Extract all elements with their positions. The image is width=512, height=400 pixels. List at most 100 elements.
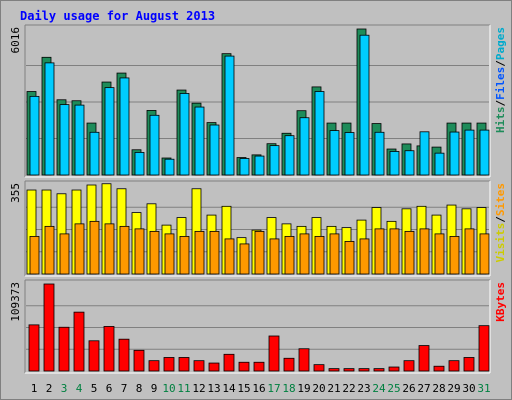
bar-kbytes: [313, 364, 325, 372]
bar-sites: [119, 225, 130, 275]
x-tick-label: 26: [402, 382, 415, 395]
bar-kbytes: [133, 349, 145, 372]
x-tick-label: 10: [162, 382, 175, 395]
bar-files: [419, 131, 430, 176]
x-tick-label: 8: [136, 382, 143, 395]
bar-kbytes: [103, 326, 115, 372]
legend-entry: /: [494, 60, 507, 67]
x-tick-label: 29: [447, 382, 460, 395]
x-tick-label: 16: [252, 382, 265, 395]
y-max-label: 355: [9, 183, 22, 203]
panel-legend: Hits/Files/Pages: [494, 27, 507, 133]
bar-kbytes: [88, 340, 100, 372]
bar-sites: [224, 238, 235, 275]
bar-kbytes: [373, 368, 385, 372]
legend-entry: Pages: [494, 27, 507, 60]
bar-files: [344, 132, 355, 176]
x-tick-label: 30: [462, 382, 475, 395]
bar-sites: [344, 241, 355, 275]
bar-sites: [239, 243, 250, 275]
x-tick-label: 4: [76, 382, 83, 395]
x-tick-label: 21: [327, 382, 340, 395]
panel-legend: KBytes: [494, 282, 507, 322]
bar-files: [374, 131, 385, 176]
bar-sites: [359, 238, 370, 275]
legend-entry: Hits: [494, 107, 507, 134]
bar-kbytes: [328, 368, 340, 372]
chart-title: Daily usage for August 2013: [20, 9, 215, 23]
x-tick-label: 13: [207, 382, 220, 395]
bar-sites: [464, 228, 475, 275]
legend-entry: Visits: [494, 223, 507, 263]
bar-files: [404, 150, 415, 176]
bar-kbytes: [358, 368, 370, 372]
bar-files: [329, 130, 340, 176]
bar-kbytes: [253, 361, 265, 372]
x-tick-label: 9: [151, 382, 158, 395]
x-tick-label: 24: [372, 382, 386, 395]
bar-files: [299, 117, 310, 176]
chart-panel-2: 355 Visits/Sites: [9, 180, 507, 277]
x-tick-label: 20: [312, 382, 325, 395]
bar-files: [119, 77, 130, 176]
x-tick-label: 12: [192, 382, 205, 395]
x-tick-label: 27: [417, 382, 430, 395]
bar-sites: [209, 230, 220, 275]
bar-kbytes: [193, 360, 205, 372]
bar-kbytes: [283, 357, 295, 372]
legend-entry: /: [494, 216, 507, 223]
bar-sites: [389, 228, 400, 275]
bar-kbytes: [298, 348, 310, 372]
legend-entry: KBytes: [494, 282, 507, 322]
bar-sites: [374, 228, 385, 275]
bar-files: [254, 155, 265, 176]
y-max-label: 109373: [9, 282, 22, 322]
chart-panel-3: 109373 KBytes: [9, 279, 507, 374]
bar-kbytes: [238, 361, 250, 372]
bar-sites: [299, 233, 310, 275]
bar-sites: [419, 228, 430, 275]
bar-sites: [149, 230, 160, 275]
panel-background: [25, 280, 490, 373]
x-tick-label: 1: [31, 382, 38, 395]
bar-files: [194, 106, 205, 176]
x-tick-label: 19: [297, 382, 310, 395]
bar-sites: [404, 230, 415, 275]
bar-kbytes: [163, 357, 175, 372]
y-max-label: 6016: [9, 27, 22, 54]
legend-entry: Files: [494, 67, 507, 100]
bar-files: [59, 104, 70, 176]
bar-files: [359, 34, 370, 176]
bar-kbytes: [433, 365, 445, 372]
x-tick-label: 28: [432, 382, 445, 395]
x-tick-label: 17: [267, 382, 280, 395]
bar-sites: [254, 230, 265, 275]
bar-sites: [314, 235, 325, 275]
bar-kbytes: [73, 311, 85, 372]
bar-kbytes: [268, 335, 280, 372]
bar-sites: [164, 233, 175, 275]
bar-sites: [179, 235, 190, 275]
bar-files: [434, 152, 445, 176]
x-tick-label: 11: [177, 382, 190, 395]
bar-sites: [44, 225, 55, 275]
bar-kbytes: [478, 325, 490, 372]
bar-kbytes: [43, 283, 55, 372]
bar-sites: [479, 233, 490, 275]
bar-sites: [449, 235, 460, 275]
bar-files: [149, 114, 160, 176]
bar-files: [314, 91, 325, 176]
bar-files: [479, 129, 490, 176]
x-tick-label: 25: [387, 382, 400, 395]
bar-files: [449, 131, 460, 176]
bar-sites: [59, 233, 70, 275]
bar-kbytes: [463, 357, 475, 372]
bar-sites: [284, 235, 295, 275]
bar-kbytes: [28, 324, 40, 372]
bar-kbytes: [388, 366, 400, 372]
bar-sites: [134, 228, 145, 275]
bar-kbytes: [208, 362, 220, 372]
bar-sites: [434, 233, 445, 275]
